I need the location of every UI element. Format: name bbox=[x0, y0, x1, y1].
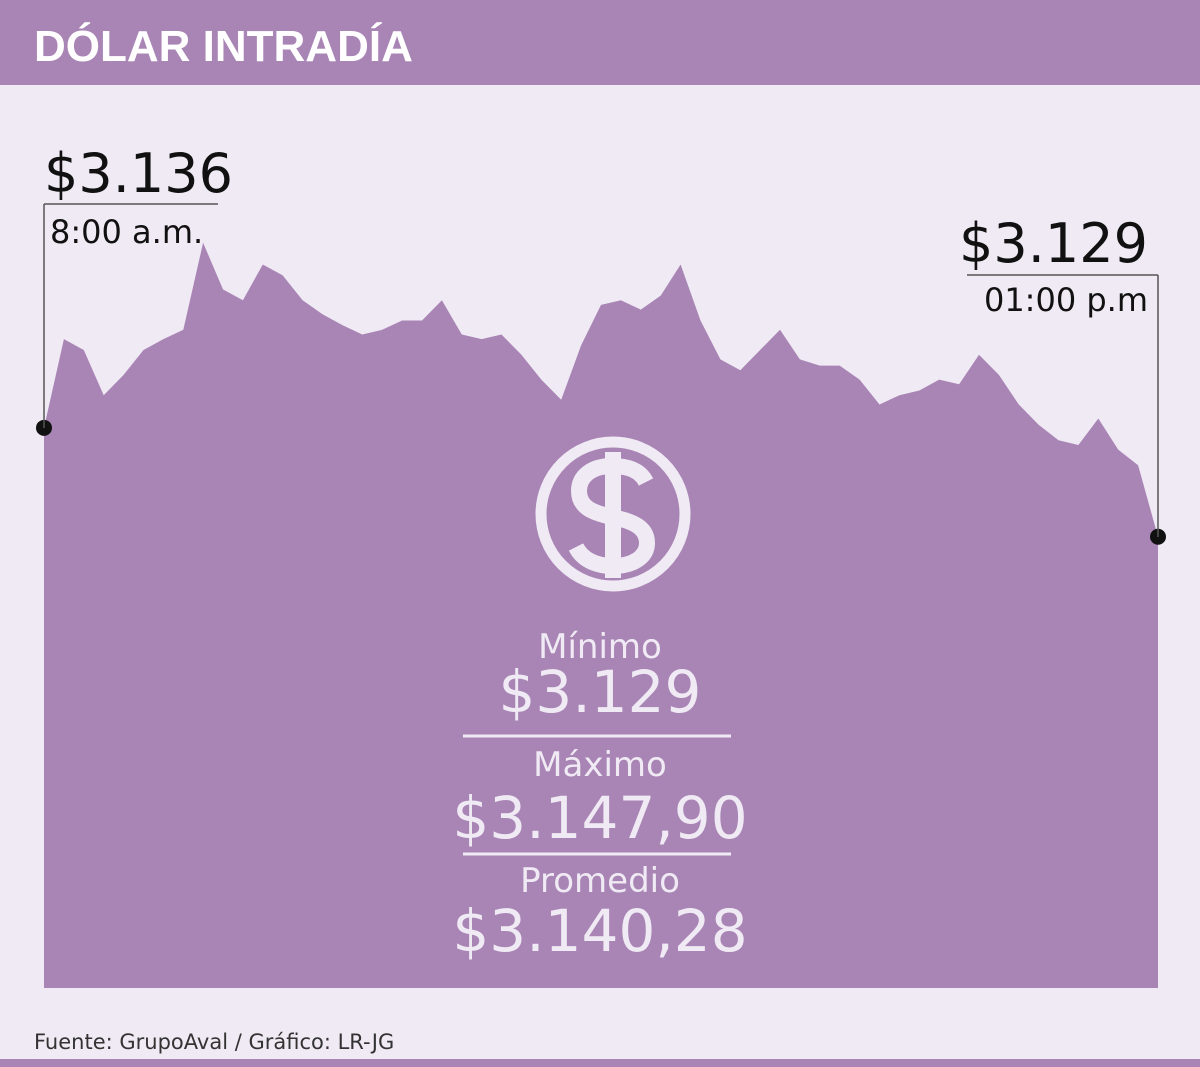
stat-value: $3.129 bbox=[499, 658, 702, 726]
overlay: $3.136 8:00 a.m. $3.129 01:00 p.m Mínimo… bbox=[43, 142, 1159, 965]
chart-title: DÓLAR INTRADÍA bbox=[34, 21, 413, 71]
plot-area bbox=[36, 242, 1166, 988]
stat-label: Mínimo bbox=[538, 627, 662, 667]
end-time-label: 01:00 p.m bbox=[984, 281, 1148, 319]
header-band bbox=[0, 0, 1200, 85]
dollar-icon bbox=[535, 436, 691, 592]
start-value-label: $3.136 bbox=[44, 142, 233, 205]
footer-band bbox=[0, 1059, 1200, 1067]
start-time-label: 8:00 a.m. bbox=[50, 213, 203, 251]
stat-value: $3.140,28 bbox=[452, 897, 747, 965]
stat-label: Máximo bbox=[533, 745, 667, 785]
stat-label: Promedio bbox=[520, 861, 680, 901]
stat-value: $3.147,90 bbox=[452, 784, 747, 852]
source-note: Fuente: GrupoAval / Gráfico: LR-JG bbox=[34, 1030, 394, 1054]
area bbox=[44, 242, 1158, 988]
dollar-sign bbox=[568, 452, 656, 578]
end-value-label: $3.129 bbox=[959, 212, 1148, 275]
